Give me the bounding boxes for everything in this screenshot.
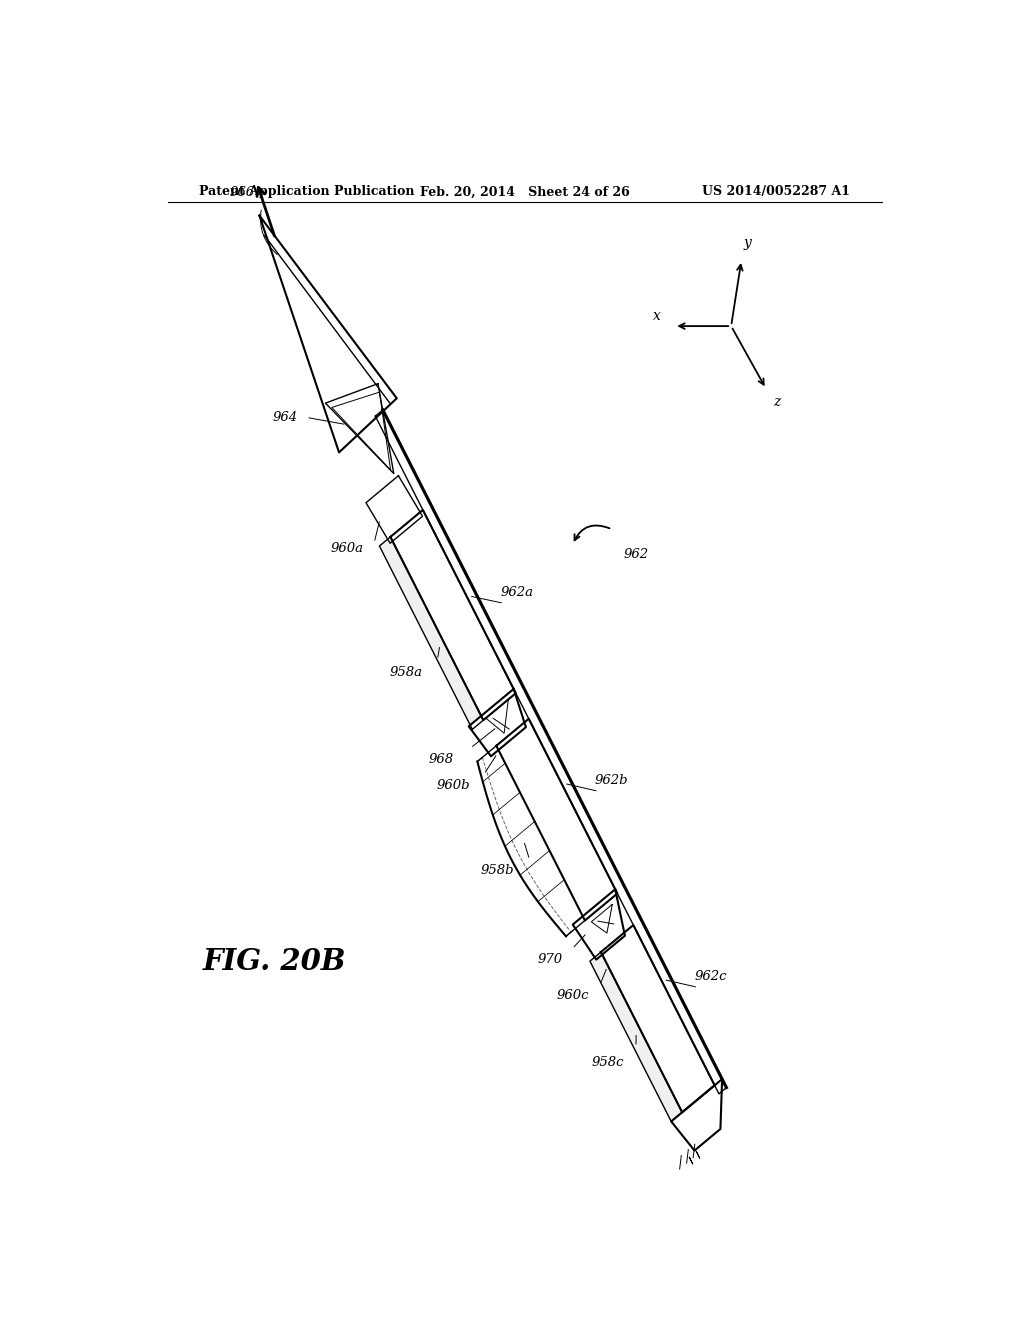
Text: FIG. 20B: FIG. 20B	[203, 946, 346, 975]
Polygon shape	[590, 952, 682, 1122]
Polygon shape	[390, 510, 516, 721]
Text: 958a: 958a	[389, 665, 423, 678]
Polygon shape	[380, 537, 483, 730]
Polygon shape	[366, 475, 423, 544]
Text: 958c: 958c	[592, 1056, 625, 1069]
Text: x: x	[653, 309, 660, 323]
Text: 968: 968	[428, 752, 454, 766]
Text: 960b: 960b	[437, 779, 471, 792]
Text: 960a: 960a	[331, 541, 364, 554]
Polygon shape	[601, 925, 715, 1113]
Text: z: z	[773, 395, 780, 409]
Text: 966: 966	[229, 186, 254, 199]
Text: 964: 964	[272, 412, 298, 424]
Text: y: y	[743, 236, 751, 249]
Text: Patent Application Publication: Patent Application Publication	[200, 185, 415, 198]
Text: 962a: 962a	[501, 586, 534, 599]
Polygon shape	[497, 719, 617, 920]
Text: 962b: 962b	[595, 774, 629, 787]
Text: 962c: 962c	[695, 970, 727, 983]
Polygon shape	[259, 215, 396, 453]
Polygon shape	[376, 411, 726, 1094]
Polygon shape	[326, 384, 394, 474]
Text: 962: 962	[624, 548, 648, 561]
Polygon shape	[477, 746, 585, 936]
Text: Feb. 20, 2014   Sheet 24 of 26: Feb. 20, 2014 Sheet 24 of 26	[420, 185, 630, 198]
Text: 970: 970	[538, 953, 563, 966]
Text: US 2014/0052287 A1: US 2014/0052287 A1	[702, 185, 850, 198]
Text: 958b: 958b	[480, 863, 514, 876]
Text: 960c: 960c	[557, 989, 590, 1002]
Polygon shape	[572, 890, 625, 960]
Polygon shape	[469, 689, 526, 756]
Polygon shape	[671, 1078, 722, 1151]
